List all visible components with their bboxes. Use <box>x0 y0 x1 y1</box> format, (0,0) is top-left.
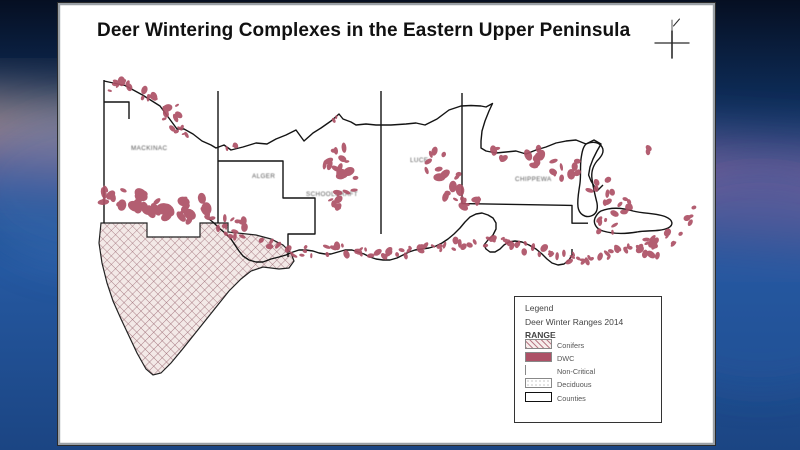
svg-text:SCHOOLCRAFT: SCHOOLCRAFT <box>306 191 358 198</box>
svg-text:CHIPPEWA: CHIPPEWA <box>515 176 552 183</box>
svg-text:MACKINAC: MACKINAC <box>131 145 167 152</box>
svg-text:ALGER: ALGER <box>252 173 275 180</box>
